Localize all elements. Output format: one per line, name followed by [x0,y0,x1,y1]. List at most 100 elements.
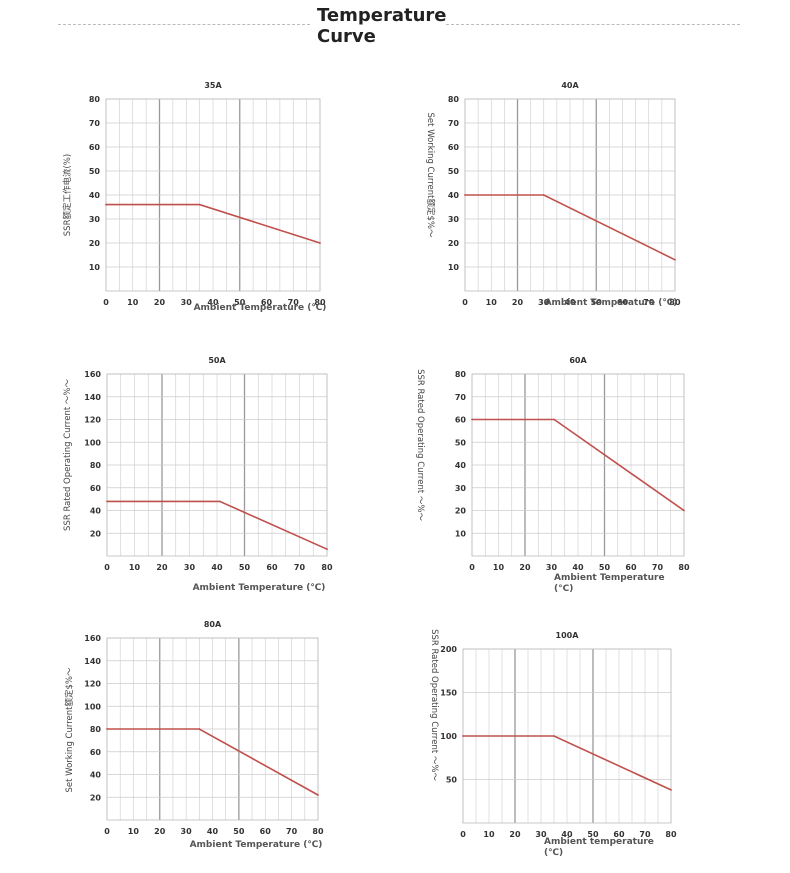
y-tick-label: 120 [84,680,101,689]
data-point [106,500,108,503]
chart-50a: 50A 0 10 20 30 40 50 60 70 80 20 40 60 80 100 120 140 160… [63,356,333,593]
data-point [553,418,556,421]
x-tick-label: 40 [564,298,576,307]
y-tick-label: 60 [455,416,467,425]
y-tick-label: 60 [89,143,101,152]
x-tick-label: 10 [493,563,505,572]
y-tick-label: 150 [440,689,457,698]
x-tick-label: 60 [613,830,625,839]
data-point [326,548,328,551]
x-tick-label: 80 [321,563,333,572]
y-tick-label: 70 [448,119,460,128]
y-tick-label: 140 [84,657,101,666]
x-tick-label: 20 [519,563,531,572]
y-tick-label: 30 [455,484,467,493]
x-tick-label: 0 [103,298,109,307]
plot-frame [105,98,321,292]
x-tick-label: 20 [512,298,524,307]
x-tick-label: 50 [239,563,251,572]
y-tick-label: 80 [89,95,101,104]
chart-title: 80A [204,620,222,629]
x-tick-label: 0 [462,298,468,307]
y-tick-label: 60 [90,484,102,493]
y-tick-label: 10 [455,529,467,538]
x-tick-label: 30 [184,563,196,572]
plot-frame [106,373,328,557]
x-tick-label: 10 [486,298,498,307]
y-tick-label: 20 [89,239,101,248]
x-tick-label: 40 [207,298,219,307]
x-tick-label: 0 [104,563,110,572]
y-tick-label: 80 [455,370,467,379]
y-tick-label: 100 [84,438,101,447]
y-tick-label: 80 [90,461,102,470]
y-axis-label: SSR Rated Operating Current 〜%〜 [63,379,73,531]
x-tick-label: 30 [535,830,547,839]
data-point [105,203,107,206]
x-tick-label: 10 [128,827,140,836]
x-tick-label: 50 [234,298,246,307]
x-tick-label: 20 [154,298,166,307]
y-tick-label: 80 [90,725,102,734]
x-tick-label: 50 [587,830,599,839]
chart-80a: 80A 0 10 20 30 40 50 60 70 80 20 40 60 80 100 120 140 160… [64,620,324,850]
y-tick-label: 10 [448,263,460,272]
x-tick-label: 50 [591,298,603,307]
header-divider-right [446,24,740,25]
page-title: Temperature Curve [317,5,447,47]
y-tick-label: 30 [448,215,460,224]
page-header: Temperature Curve [0,0,790,50]
y-tick-label: 160 [84,370,101,379]
data-point [106,728,108,730]
x-axis-label: Ambient Temperature (℃) [194,303,327,313]
data-point [674,258,676,261]
x-tick-label: 60 [617,298,629,307]
y-tick-label: 100 [84,702,101,711]
y-tick-label: 50 [455,438,467,447]
y-tick-label: 30 [89,215,101,224]
y-tick-label: 140 [84,393,101,402]
y-tick-label: 10 [89,263,101,272]
x-tick-label: 40 [207,827,219,836]
data-point [542,194,545,196]
y-axis-label: Set Working Current额定$%〜 [425,113,436,238]
y-tick-label: 20 [448,239,460,248]
x-tick-label: 70 [286,827,298,836]
x-tick-label: 70 [288,298,300,307]
y-axis-label: SSR Rated Operating Current 〜%〜 [429,629,439,781]
y-tick-label: 70 [89,119,101,128]
chart-title: 100A [556,631,580,640]
y-tick-label: 60 [448,143,460,152]
x-tick-label: 0 [460,830,466,839]
x-tick-label: 50 [599,563,611,572]
x-tick-label: 40 [561,830,573,839]
x-tick-label: 0 [104,827,110,836]
data-point [198,203,201,206]
x-tick-label: 20 [509,830,521,839]
chart-100a: 100A 0 10 20 30 40 50 60 70 80 50 100 150 200 Ambient … [429,629,677,858]
y-tick-label: 40 [448,191,460,200]
data-point [670,789,672,791]
data-point [471,418,473,421]
x-tick-label: 10 [129,563,141,572]
data-point [464,194,466,196]
x-tick-label: 70 [652,563,664,572]
data-point [218,500,221,503]
x-axis-label: Ambient temperature (℃) [544,837,654,858]
x-tick-label: 80 [312,827,324,836]
y-tick-label: 50 [448,167,460,176]
y-tick-label: 20 [90,529,102,538]
x-tick-label: 70 [639,830,651,839]
y-tick-label: 20 [455,507,467,516]
plot-frame [471,373,685,557]
y-tick-label: 40 [89,191,101,200]
x-tick-label: 40 [572,563,584,572]
data-point [319,242,321,244]
x-tick-label: 30 [538,298,550,307]
x-tick-label: 0 [469,563,475,572]
x-axis-label: Ambient Temperature (℃) [545,298,678,308]
x-axis-label: Ambient Temperature (℃) [193,583,326,593]
header-divider-left [58,24,310,25]
